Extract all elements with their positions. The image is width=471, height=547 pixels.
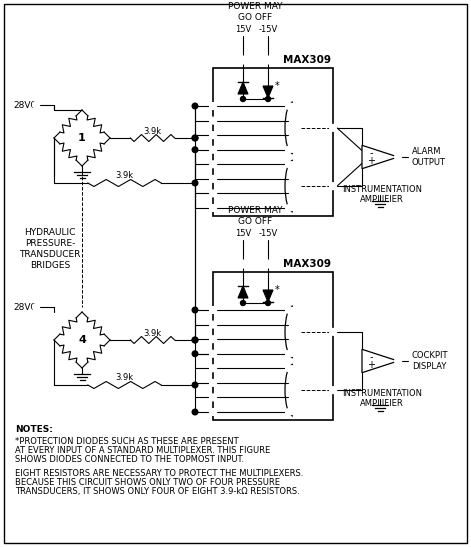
Circle shape xyxy=(285,365,292,372)
Text: +: + xyxy=(367,359,375,370)
Circle shape xyxy=(210,380,217,386)
Text: +: + xyxy=(367,155,375,166)
Text: MAX309: MAX309 xyxy=(283,259,331,269)
Text: TRANSDUCERS, IT SHOWS ONLY FOUR OF EIGHT 3.9-kΩ RESISTORS.: TRANSDUCERS, IT SHOWS ONLY FOUR OF EIGHT… xyxy=(15,487,300,496)
Text: COCKPIT
DISPLAY: COCKPIT DISPLAY xyxy=(412,351,448,371)
Circle shape xyxy=(264,260,272,268)
Circle shape xyxy=(330,124,336,131)
Circle shape xyxy=(192,337,198,343)
Text: *: * xyxy=(275,81,279,91)
Text: -15V: -15V xyxy=(259,229,277,238)
Text: POWER MAY
GO OFF: POWER MAY GO OFF xyxy=(228,206,283,226)
Circle shape xyxy=(210,365,217,372)
Text: EIGHT RESISTORS ARE NECESSARY TO PROTECT THE MULTIPLEXERS.: EIGHT RESISTORS ARE NECESSARY TO PROTECT… xyxy=(15,469,303,478)
Circle shape xyxy=(264,56,272,64)
Text: 28VO: 28VO xyxy=(13,302,37,311)
Circle shape xyxy=(330,183,336,190)
Circle shape xyxy=(192,382,198,388)
Bar xyxy=(213,68,333,216)
Circle shape xyxy=(330,328,336,335)
Circle shape xyxy=(330,387,336,394)
Text: -15V: -15V xyxy=(259,25,277,34)
Text: INSTRUMENTATION
AMPLIFIER: INSTRUMENTATION AMPLIFIER xyxy=(342,185,422,205)
Text: 15V: 15V xyxy=(235,25,251,34)
Text: -: - xyxy=(369,352,373,363)
Polygon shape xyxy=(263,86,273,98)
Circle shape xyxy=(192,337,198,343)
Circle shape xyxy=(210,146,217,153)
Circle shape xyxy=(210,132,217,138)
Circle shape xyxy=(192,135,198,141)
Text: 3.9k: 3.9k xyxy=(115,374,134,382)
Circle shape xyxy=(210,394,217,401)
Circle shape xyxy=(192,307,198,313)
Text: *PROTECTION DIODES SUCH AS THESE ARE PRESENT: *PROTECTION DIODES SUCH AS THESE ARE PRE… xyxy=(15,437,239,446)
Circle shape xyxy=(210,306,217,313)
Circle shape xyxy=(210,409,217,416)
Text: 1: 1 xyxy=(78,133,86,143)
Circle shape xyxy=(192,351,198,357)
Circle shape xyxy=(72,330,92,351)
Bar xyxy=(213,272,333,420)
Circle shape xyxy=(239,56,247,64)
Circle shape xyxy=(285,409,292,416)
Circle shape xyxy=(32,304,40,311)
Circle shape xyxy=(241,300,245,306)
Circle shape xyxy=(210,176,217,182)
Circle shape xyxy=(266,300,270,306)
Polygon shape xyxy=(362,146,398,168)
Text: BECAUSE THIS CIRCUIT SHOWS ONLY TWO OF FOUR PRESSURE: BECAUSE THIS CIRCUIT SHOWS ONLY TWO OF F… xyxy=(15,478,280,487)
Polygon shape xyxy=(238,82,248,94)
Circle shape xyxy=(210,321,217,328)
Circle shape xyxy=(192,103,198,109)
Circle shape xyxy=(32,102,40,108)
Text: 3.9k: 3.9k xyxy=(144,126,162,136)
Polygon shape xyxy=(238,286,248,298)
Circle shape xyxy=(285,161,292,168)
Text: 3.9k: 3.9k xyxy=(144,329,162,337)
Text: SHOWS DIODES CONNECTED TO THE TOPMOST INPUT.: SHOWS DIODES CONNECTED TO THE TOPMOST IN… xyxy=(15,455,244,464)
Circle shape xyxy=(192,180,198,186)
Circle shape xyxy=(210,350,217,357)
Text: NOTES:: NOTES: xyxy=(15,425,53,434)
Circle shape xyxy=(210,117,217,124)
Text: 3.9k: 3.9k xyxy=(115,172,134,181)
Text: HYDRAULIC
PRESSURE-
TRANSDUCER
BRIDGES: HYDRAULIC PRESSURE- TRANSDUCER BRIDGES xyxy=(19,228,81,270)
Text: AT EVERY INPUT OF A STANDARD MULTIPLEXER. THIS FIGURE: AT EVERY INPUT OF A STANDARD MULTIPLEXER… xyxy=(15,446,270,455)
Circle shape xyxy=(241,96,245,102)
Circle shape xyxy=(192,409,198,415)
Text: *: * xyxy=(275,285,279,295)
Circle shape xyxy=(72,127,92,148)
Circle shape xyxy=(266,96,270,102)
Circle shape xyxy=(285,350,292,357)
Text: INSTRUMENTATION
AMPLIFIER: INSTRUMENTATION AMPLIFIER xyxy=(342,389,422,409)
Circle shape xyxy=(285,102,292,109)
Circle shape xyxy=(395,154,401,160)
Circle shape xyxy=(210,102,217,109)
Text: 15V: 15V xyxy=(235,229,251,238)
Circle shape xyxy=(192,147,198,153)
Circle shape xyxy=(395,358,401,364)
Text: MAX309: MAX309 xyxy=(283,55,331,65)
Circle shape xyxy=(192,135,198,141)
Circle shape xyxy=(210,205,217,212)
Text: POWER MAY
GO OFF: POWER MAY GO OFF xyxy=(228,2,283,22)
Polygon shape xyxy=(263,290,273,302)
Circle shape xyxy=(285,306,292,313)
Text: -: - xyxy=(369,148,373,159)
Circle shape xyxy=(210,190,217,197)
Text: 28VO: 28VO xyxy=(13,101,37,109)
Circle shape xyxy=(285,205,292,212)
Circle shape xyxy=(285,146,292,153)
Text: ALARM
OUTPUT: ALARM OUTPUT xyxy=(412,147,446,167)
Polygon shape xyxy=(362,350,398,373)
Circle shape xyxy=(210,336,217,342)
Text: 4: 4 xyxy=(78,335,86,345)
Circle shape xyxy=(239,260,247,268)
Circle shape xyxy=(210,161,217,168)
